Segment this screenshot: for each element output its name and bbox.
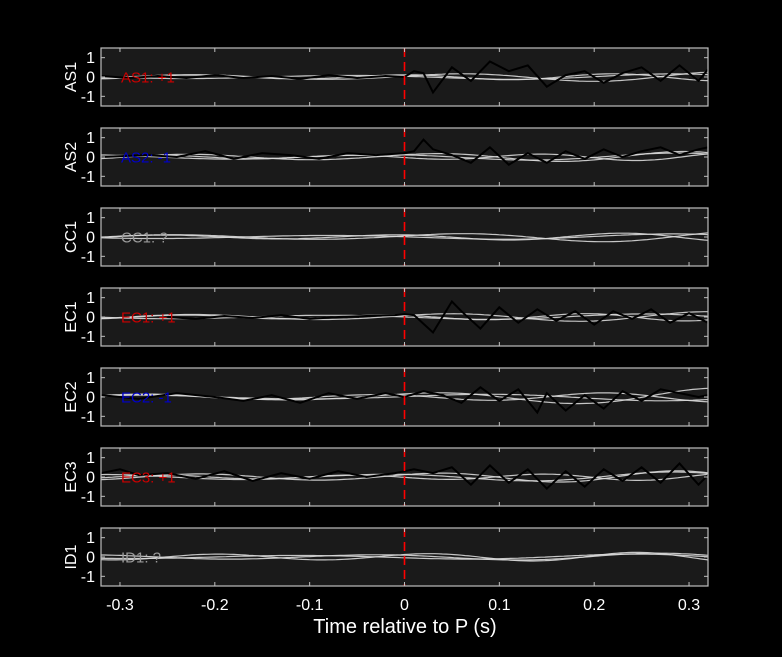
x-tick-label: -0.3 — [106, 597, 134, 614]
y-tick-label: 1 — [86, 290, 95, 307]
black-trace — [101, 138, 708, 166]
black-trace — [167, 299, 708, 335]
y-tick-label: 0 — [86, 470, 95, 487]
y-tick-label: 0 — [86, 390, 95, 407]
y-tick-label: 1 — [86, 50, 95, 67]
y-tick-label: 0 — [86, 550, 95, 567]
y-tick-label: 0 — [86, 150, 95, 167]
gray-trace — [101, 73, 708, 82]
station-label: EC3 — [63, 461, 80, 492]
x-tick-label: 0.1 — [488, 597, 510, 614]
y-tick-label: -1 — [81, 409, 95, 426]
polarity-annotation: EC1: +1 — [121, 310, 176, 327]
y-tick-label: -1 — [81, 169, 95, 186]
y-tick-label: -1 — [81, 569, 95, 586]
x-tick-label: 0 — [400, 597, 409, 614]
polarity-annotation: ID1: ? — [121, 550, 161, 567]
x-tick-label: -0.1 — [296, 597, 324, 614]
y-tick-label: 1 — [86, 130, 95, 147]
station-label: AS2 — [63, 142, 80, 172]
station-label: AS1 — [63, 62, 80, 92]
polarity-annotation: EC2: -1 — [121, 390, 172, 407]
y-tick-label: 1 — [86, 210, 95, 227]
y-tick-label: 1 — [86, 530, 95, 547]
y-tick-label: 0 — [86, 310, 95, 327]
x-tick-label: 0.2 — [583, 597, 605, 614]
y-tick-label: -1 — [81, 489, 95, 506]
gray-trace — [101, 232, 708, 243]
black-trace — [101, 462, 708, 490]
gray-trace — [101, 152, 708, 161]
station-label: CC1 — [63, 221, 80, 253]
polarity-annotation: AS2: -1 — [121, 150, 171, 167]
x-tick-label: -0.2 — [201, 597, 229, 614]
station-label: EC2 — [63, 381, 80, 412]
x-axis-label: Time relative to P (s) — [313, 616, 496, 638]
y-tick-label: -1 — [81, 249, 95, 266]
gray-trace — [101, 232, 708, 241]
gray-trace — [101, 552, 708, 561]
station-label: ID1 — [63, 544, 80, 569]
station-label: EC1 — [63, 301, 80, 332]
polarity-annotation: EC3: +1 — [121, 470, 176, 487]
y-tick-label: 1 — [86, 450, 95, 467]
x-tick-label: 0.3 — [678, 597, 700, 614]
polarity-annotation: AS1: +1 — [121, 70, 175, 87]
y-tick-label: -1 — [81, 329, 95, 346]
x-axis: -0.3 -0.2 -0.1 0 0.1 0.2 0.3 — [106, 597, 700, 614]
gray-trace — [101, 471, 708, 482]
polarity-annotation: CC1: ? — [121, 230, 168, 247]
black-trace — [101, 60, 708, 95]
y-tick-label: -1 — [81, 89, 95, 106]
black-trace — [101, 386, 708, 415]
y-tick-label: 0 — [86, 230, 95, 247]
y-tick-label: 1 — [86, 370, 95, 387]
y-tick-label: 0 — [86, 70, 95, 87]
